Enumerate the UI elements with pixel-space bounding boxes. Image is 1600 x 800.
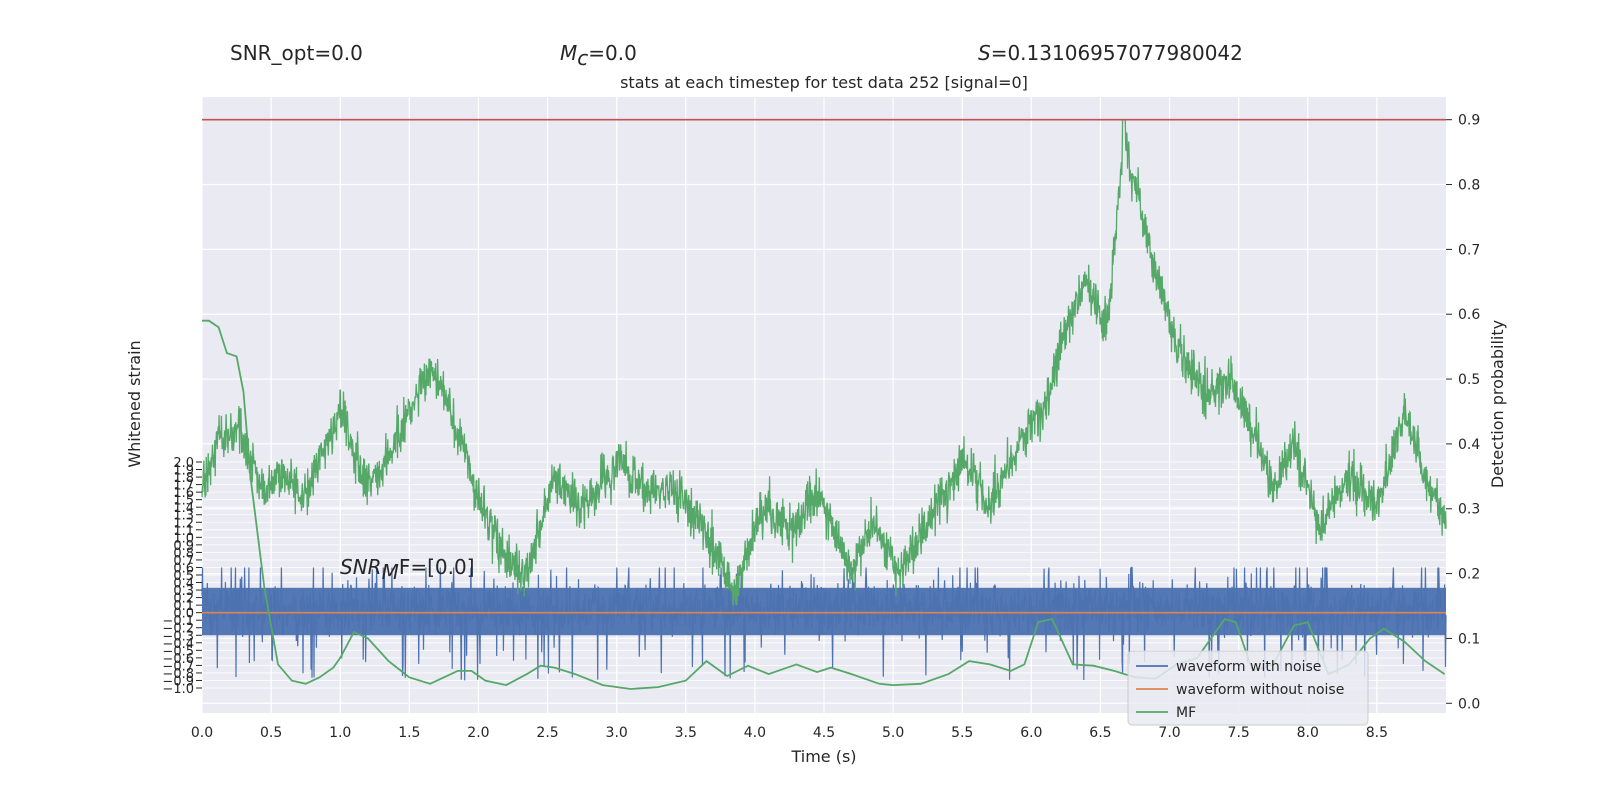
x-tick-label: 7.0 bbox=[1158, 725, 1180, 741]
series-detection-probability bbox=[201, 119, 1447, 606]
x-tick-label: 6.0 bbox=[1020, 725, 1042, 741]
x-tick-label: 6.5 bbox=[1089, 725, 1111, 741]
snr-mf-sub: M bbox=[382, 560, 399, 584]
left-tick-label: 1.9 bbox=[173, 464, 194, 479]
right-tick-label: 0.7 bbox=[1458, 242, 1480, 258]
left-tick-label: −0.6 bbox=[162, 652, 194, 667]
series-mf bbox=[202, 319, 1446, 690]
left-tick-label: 0.2 bbox=[173, 592, 194, 607]
noise-band bbox=[202, 587, 1446, 636]
series-waveform-with-noise bbox=[201, 566, 1447, 681]
left-tick-label: 1.2 bbox=[173, 516, 194, 531]
legend-label: waveform without noise bbox=[1176, 682, 1344, 698]
x-tick-label: 4.5 bbox=[813, 725, 835, 741]
left-tick-label: −1.0 bbox=[162, 682, 194, 697]
right-tick-label: 0.2 bbox=[1458, 567, 1480, 583]
header-mc-symbol: M bbox=[560, 41, 577, 65]
header-mc-value: =0.0 bbox=[588, 41, 637, 65]
right-tick-label: 0.9 bbox=[1458, 113, 1480, 129]
right-tick-label: 0.6 bbox=[1458, 307, 1480, 323]
x-axis-label: Time (s) bbox=[790, 747, 856, 766]
left-tick-label: 0.5 bbox=[173, 569, 194, 584]
x-tick-label: 5.5 bbox=[951, 725, 973, 741]
x-tick-label: 1.5 bbox=[398, 725, 420, 741]
right-axis-ticks: 0.0 0.1 0.2 0.3 0.4 0.5 0.6 0.7 0.8 0.9 bbox=[1446, 113, 1480, 712]
snr-mf-prefix: SNR bbox=[340, 555, 382, 579]
snr-mf-rest: F=[0.0] bbox=[399, 555, 475, 579]
legend: waveform with noise waveform without nois… bbox=[1127, 650, 1369, 726]
legend-label: MF bbox=[1176, 705, 1196, 721]
header-snr-opt: SNR_opt=0.0 bbox=[230, 41, 363, 65]
left-tick-label: −0.4 bbox=[162, 637, 194, 652]
right-tick-label: 0.4 bbox=[1458, 437, 1480, 453]
left-tick-label: 1.7 bbox=[173, 479, 194, 494]
legend-label: waveform with noise bbox=[1176, 659, 1321, 675]
left-axis-label: Whitened strain bbox=[125, 340, 144, 467]
left-tick-label: −0.5 bbox=[162, 644, 194, 659]
x-tick-label: 0.5 bbox=[260, 725, 282, 741]
x-tick-label: 8.5 bbox=[1366, 725, 1388, 741]
x-tick-label: 3.0 bbox=[606, 725, 628, 741]
left-tick-label: 0.0 bbox=[173, 607, 194, 622]
x-tick-label: 4.0 bbox=[744, 725, 766, 741]
left-tick-label: −0.3 bbox=[162, 629, 194, 644]
right-tick-label: 0.5 bbox=[1458, 372, 1480, 388]
x-axis-ticks: 0.0 0.5 1.0 1.5 2.0 2.5 3.0 3.5 4.0 4.5 5.0 5.5 6.0 6… bbox=[191, 725, 1388, 741]
right-tick-label: 0.3 bbox=[1458, 502, 1480, 518]
left-tick-label: 0.6 bbox=[173, 561, 194, 576]
x-tick-label: 2.5 bbox=[536, 725, 558, 741]
left-tick-label: 0.8 bbox=[173, 546, 194, 561]
legend-box bbox=[1127, 650, 1369, 726]
left-tick-label: 1.8 bbox=[173, 471, 194, 486]
probability-trace bbox=[201, 119, 1447, 606]
left-tick-label: 0.9 bbox=[173, 539, 194, 554]
x-tick-label: 5.0 bbox=[882, 725, 904, 741]
left-tick-label: 1.4 bbox=[173, 501, 194, 516]
x-tick-label: 8.0 bbox=[1297, 725, 1319, 741]
chart-title: stats at each timestep for test data 252… bbox=[620, 73, 1028, 92]
left-tick-label: 0.3 bbox=[173, 584, 194, 599]
left-tick-label: 1.1 bbox=[173, 524, 194, 539]
left-tick-label: 1.6 bbox=[173, 486, 194, 501]
x-tick-label: 1.0 bbox=[329, 725, 351, 741]
header-mc-sub: c bbox=[577, 46, 588, 70]
left-tick-label: −0.7 bbox=[162, 659, 194, 674]
left-tick-label: 1.3 bbox=[173, 509, 194, 524]
header-s: S=0.13106957077980042 bbox=[978, 41, 1243, 65]
left-axis-ticks: 2.01.91.81.71.61.51.41.31.21.11.00.90.80… bbox=[162, 456, 202, 697]
right-tick-label: 0.0 bbox=[1458, 696, 1480, 712]
x-tick-label: 0.0 bbox=[191, 725, 213, 741]
left-tick-label: −0.2 bbox=[162, 622, 194, 637]
x-tick-label: 2.0 bbox=[467, 725, 489, 741]
left-tick-label: 2.0 bbox=[173, 456, 194, 471]
x-tick-label: 7.5 bbox=[1228, 725, 1250, 741]
left-tick-label: −0.1 bbox=[162, 614, 194, 629]
left-tick-label: −0.8 bbox=[162, 667, 194, 682]
header-s-value: =0.13106957077980042 bbox=[991, 41, 1243, 65]
header-s-symbol: S bbox=[978, 41, 991, 65]
left-tick-label: 1.5 bbox=[173, 494, 194, 509]
left-tick-label: 0.1 bbox=[173, 599, 194, 614]
x-tick-label: 3.5 bbox=[675, 725, 697, 741]
right-tick-label: 0.8 bbox=[1458, 178, 1480, 194]
snr-mf-annotation: SNRMF=[0.0] bbox=[340, 555, 475, 584]
right-tick-label: 0.1 bbox=[1458, 631, 1480, 647]
left-tick-label: −0.9 bbox=[162, 674, 194, 689]
mf-curve bbox=[202, 319, 1446, 690]
left-tick-label: 1.0 bbox=[173, 531, 194, 546]
right-axis-label: Detection probability bbox=[1488, 320, 1507, 488]
header-mc: Mc=0.0 bbox=[560, 41, 637, 70]
left-tick-label: 0.4 bbox=[173, 577, 194, 592]
left-tick-label: 0.7 bbox=[173, 554, 194, 569]
